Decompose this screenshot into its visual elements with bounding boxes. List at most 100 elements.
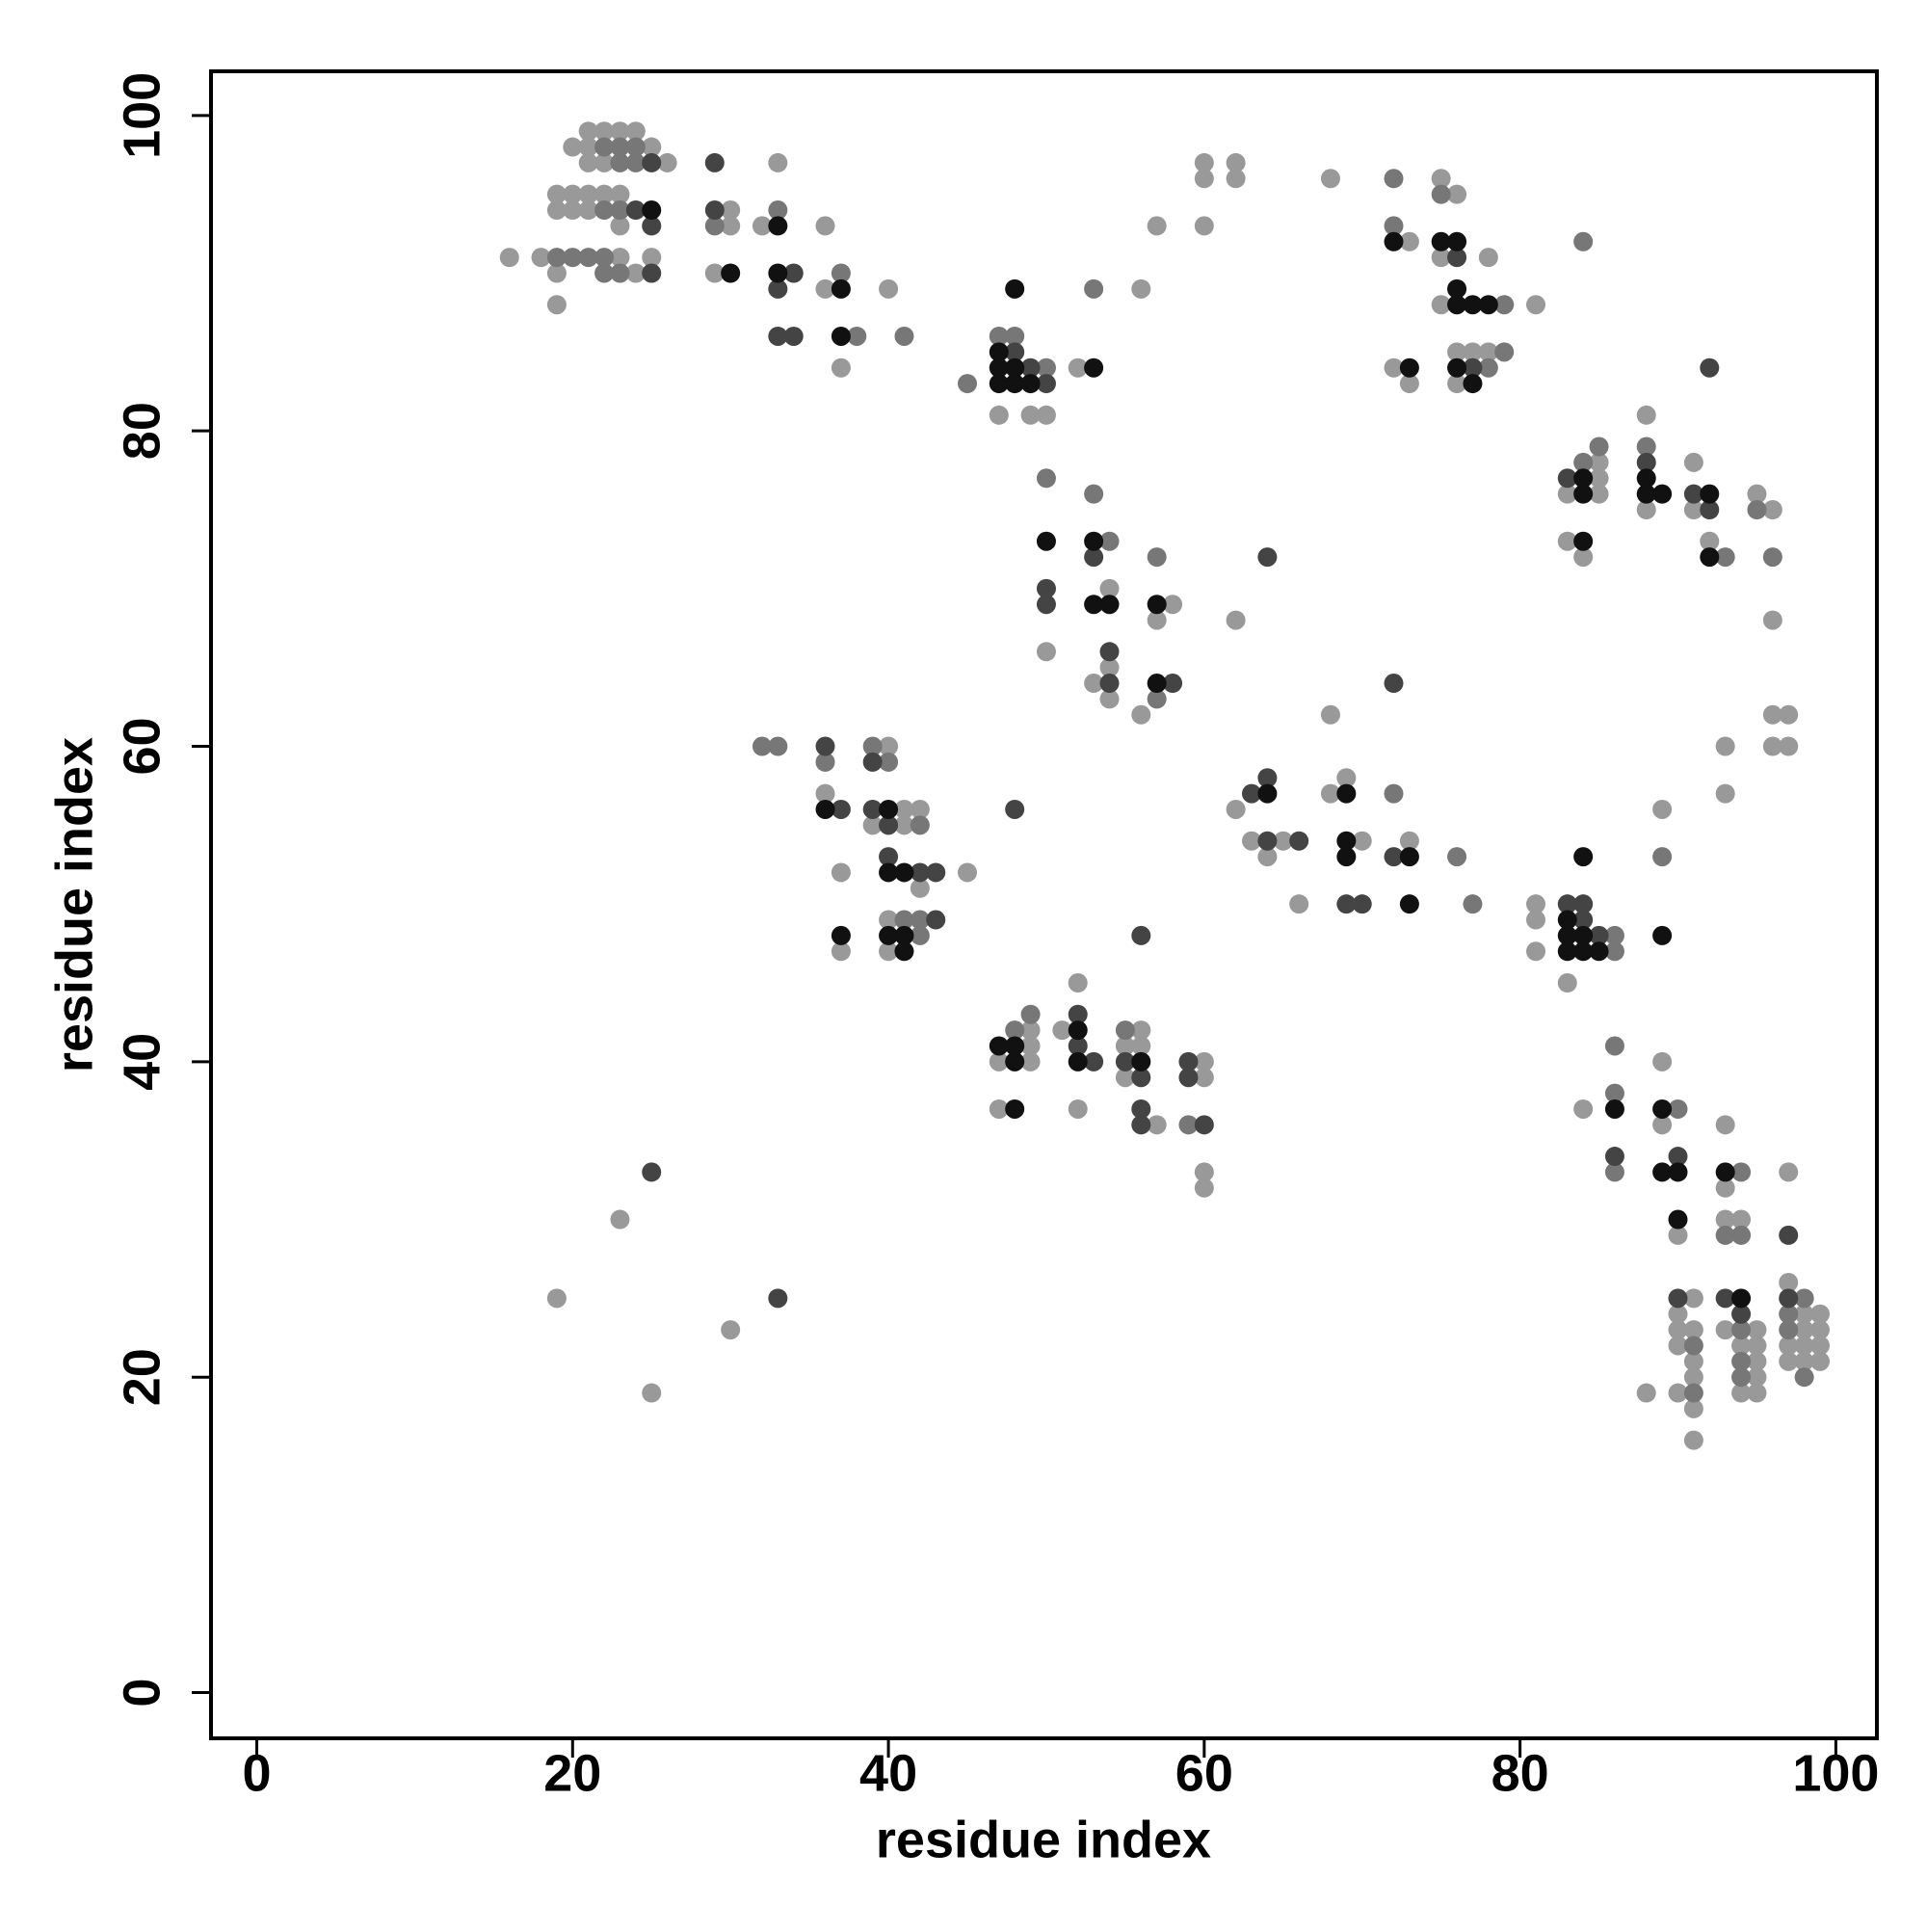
point (1747, 1336, 1767, 1356)
point (1589, 452, 1609, 472)
point (1494, 342, 1515, 362)
point (1668, 1304, 1688, 1324)
point (1084, 595, 1104, 615)
point (1020, 1051, 1041, 1072)
point (1099, 578, 1120, 598)
point (1068, 357, 1088, 378)
point (1810, 1336, 1831, 1356)
point (1399, 231, 1419, 251)
point (1099, 689, 1120, 709)
point (1005, 799, 1025, 819)
point (1526, 295, 1546, 315)
point (1573, 468, 1594, 489)
point (1242, 831, 1262, 851)
point (989, 405, 1009, 425)
x-tick-label: 100 (1792, 1744, 1879, 1802)
point (1731, 1336, 1752, 1356)
point (879, 910, 899, 930)
point (578, 121, 598, 142)
point (910, 878, 930, 898)
point (1099, 674, 1120, 694)
point (1762, 547, 1782, 568)
point (642, 152, 662, 172)
point (1020, 405, 1041, 425)
point (768, 263, 788, 283)
point (752, 216, 772, 236)
point (1084, 357, 1104, 378)
point (1557, 468, 1577, 489)
point (1431, 169, 1451, 189)
point (1715, 1115, 1735, 1135)
point (642, 1162, 662, 1182)
point (1068, 1051, 1088, 1072)
point (1194, 1115, 1214, 1135)
point (642, 216, 662, 236)
point (1099, 657, 1120, 677)
point (1084, 484, 1104, 504)
point (1478, 357, 1498, 378)
point (1147, 1115, 1167, 1135)
point (625, 200, 646, 221)
point (815, 783, 835, 804)
point (642, 1383, 662, 1403)
point (1384, 847, 1404, 867)
point (1178, 1115, 1199, 1135)
point (1052, 1020, 1072, 1041)
point (1194, 216, 1214, 236)
point (1747, 1351, 1767, 1371)
point (1794, 1367, 1814, 1388)
point (1779, 1288, 1799, 1309)
point (1794, 1336, 1814, 1356)
plot-frame (209, 69, 1879, 1740)
point (1683, 1383, 1703, 1403)
point (1683, 452, 1703, 472)
point (1604, 1147, 1624, 1167)
point (1668, 1288, 1688, 1309)
point (768, 152, 788, 172)
point (1668, 1225, 1688, 1245)
point (926, 910, 946, 930)
point (1068, 973, 1088, 993)
point (1794, 1288, 1814, 1309)
point (1005, 278, 1025, 299)
point (610, 152, 630, 172)
point (910, 910, 930, 930)
point (1431, 231, 1451, 251)
point (1163, 674, 1183, 694)
point (926, 862, 946, 883)
point (768, 278, 788, 299)
point (1036, 357, 1056, 378)
point (1700, 531, 1720, 551)
point (1020, 357, 1041, 378)
point (831, 263, 851, 283)
point (1715, 1225, 1735, 1245)
point (578, 200, 598, 221)
point (610, 263, 630, 283)
point (1779, 1320, 1799, 1340)
point (1005, 1020, 1025, 1041)
point (610, 248, 630, 268)
point (1573, 531, 1594, 551)
point (831, 941, 851, 962)
y-tick-label: 40 (113, 1033, 171, 1091)
point (1194, 1068, 1214, 1088)
point (768, 216, 788, 236)
point (1336, 831, 1357, 851)
point (1652, 1115, 1673, 1135)
point (1084, 547, 1104, 568)
point (879, 925, 899, 945)
point (499, 248, 519, 268)
point (1399, 831, 1419, 851)
point (1194, 1162, 1214, 1182)
point (1273, 831, 1293, 851)
y-axis-label: residue index (45, 737, 103, 1072)
point (1731, 1209, 1752, 1230)
point (1036, 374, 1056, 394)
point (894, 815, 914, 835)
point (1557, 910, 1577, 930)
point (1099, 531, 1120, 551)
point (1573, 925, 1594, 945)
point (910, 925, 930, 945)
point (1636, 484, 1656, 504)
